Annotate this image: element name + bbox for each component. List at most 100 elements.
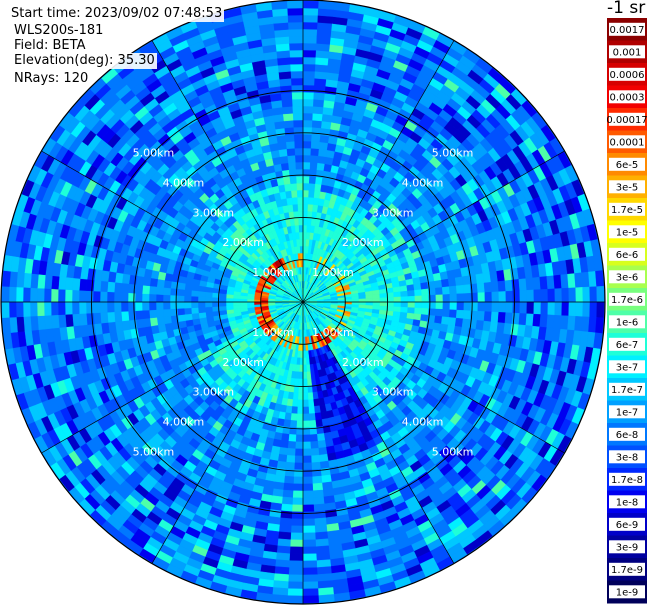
ppi-gate-cell bbox=[407, 301, 416, 309]
ppi-gate-cell bbox=[447, 277, 457, 287]
ppi-gate-cell bbox=[107, 311, 116, 323]
ppi-gate-cell bbox=[307, 196, 315, 205]
ppi-gate-cell bbox=[315, 545, 330, 554]
ppi-gate-cell bbox=[456, 293, 465, 303]
ppi-gate-cell bbox=[1, 285, 10, 303]
ppi-gate-cell bbox=[302, 14, 319, 23]
ppi-gate-cell bbox=[372, 301, 381, 307]
ppi-gate-cell bbox=[93, 312, 102, 325]
ppi-gate-cell bbox=[288, 560, 304, 569]
ppi-gate-cell bbox=[65, 313, 74, 328]
ppi-gate-cell bbox=[225, 297, 234, 303]
ppi-gate-cell bbox=[197, 306, 206, 314]
ppi-gate-cell bbox=[456, 301, 465, 311]
ppi-gate-cell bbox=[289, 546, 304, 555]
ppi-gate-cell bbox=[421, 288, 430, 297]
ppi-gate-cell bbox=[449, 293, 458, 303]
ppi-gate-cell bbox=[358, 295, 367, 300]
ppi-gate-cell bbox=[400, 301, 409, 308]
ppi-gate-cell bbox=[421, 307, 430, 316]
ppi-gate-cell bbox=[9, 316, 18, 333]
ppi-gate-cell bbox=[58, 314, 67, 328]
ppi-gate-cell bbox=[475, 273, 485, 284]
ppi-gate-cell bbox=[316, 566, 332, 575]
ppi-gate-cell bbox=[309, 434, 318, 443]
ppi-gate-cell bbox=[491, 291, 500, 303]
ppi-gate-cell bbox=[302, 595, 320, 604]
ppi-gate-cell bbox=[461, 275, 471, 286]
ppi-gate-cell bbox=[178, 320, 187, 329]
ppi-gate-cell bbox=[302, 581, 319, 590]
ppi-gate-cell bbox=[315, 50, 330, 59]
ppi-gate-cell bbox=[163, 315, 172, 325]
ppi-disc bbox=[1, 0, 605, 604]
ppi-gate-cell bbox=[462, 284, 472, 294]
ppi-gate-cell bbox=[307, 392, 314, 401]
ppi-gate-cell bbox=[99, 291, 108, 303]
ppi-gate-cell bbox=[498, 301, 507, 313]
ppi-gate-cell bbox=[239, 301, 248, 306]
ppi-gate-cell bbox=[574, 272, 583, 288]
ppi-gate-cell bbox=[302, 49, 317, 58]
ppi-gate-cell bbox=[204, 306, 213, 313]
ppi-gate-cell bbox=[57, 288, 66, 303]
ppi-gate-cell bbox=[190, 295, 199, 303]
ppi-gate-cell bbox=[296, 420, 304, 429]
ppi-gate-cell bbox=[120, 292, 129, 303]
ppi-gate-cell bbox=[302, 455, 312, 464]
ppi-gate-cell bbox=[225, 305, 234, 311]
ppi-gate-cell bbox=[310, 440, 319, 450]
ppi-gate-cell bbox=[317, 8, 334, 17]
ppi-gate-cell bbox=[306, 378, 313, 387]
ppi-gate-cell bbox=[23, 316, 32, 332]
ppi-gate-cell bbox=[310, 447, 320, 457]
ppi-gate-cell bbox=[319, 460, 330, 470]
ppi-gate-cell bbox=[113, 301, 122, 313]
ppi-gate-cell bbox=[15, 301, 24, 318]
ppi-gate-cell bbox=[512, 290, 521, 303]
ppi-gate-cell bbox=[546, 275, 555, 290]
ppi-gate-cell bbox=[294, 455, 304, 464]
ppi-gate-cell bbox=[191, 312, 200, 320]
ppi-gate-cell bbox=[319, 134, 330, 144]
ppi-gate-cell bbox=[289, 553, 304, 562]
ppi-gate-cell bbox=[277, 538, 291, 547]
ppi-gate-cell bbox=[406, 284, 415, 292]
ppi-gate-cell bbox=[315, 43, 331, 52]
ppi-gate-cell bbox=[79, 278, 88, 291]
ppi-gate-cell bbox=[449, 301, 458, 311]
ppi-gate-cell bbox=[302, 133, 313, 142]
ppi-gate-cell bbox=[400, 290, 409, 298]
ppi-gate-cell bbox=[316, 433, 326, 442]
ppi-gate-cell bbox=[441, 316, 450, 326]
ppi-gate-cell bbox=[434, 279, 443, 289]
ppi-gate-cell bbox=[567, 315, 576, 331]
ppi-gate-cell bbox=[287, 588, 304, 597]
ppi-gate-cell bbox=[307, 399, 315, 408]
ppi-gate-cell bbox=[575, 287, 584, 303]
ppi-gate-cell bbox=[302, 497, 314, 506]
ppi-gate-cell bbox=[37, 315, 46, 331]
ppi-gate-cell bbox=[156, 316, 165, 326]
ppi-gate-cell bbox=[540, 301, 549, 316]
ppi-gate-cell bbox=[292, 490, 304, 499]
ppi-gate-cell bbox=[302, 119, 313, 128]
ppi-gate-cell bbox=[93, 279, 102, 292]
ppi-gate-cell bbox=[302, 483, 314, 492]
ppi-gate-cell bbox=[435, 308, 444, 317]
ppi-gate-cell bbox=[286, 595, 304, 604]
ppi-gate-cell bbox=[317, 22, 333, 31]
ppi-gate-cell bbox=[198, 311, 207, 319]
ppi-gate-cell bbox=[184, 313, 193, 321]
ppi-gate-cell bbox=[463, 292, 472, 303]
ppi-gate-cell bbox=[278, 446, 288, 456]
ppi-gate-cell bbox=[297, 392, 304, 401]
ppi-gate-cell bbox=[134, 292, 143, 303]
ppi-gate-cell bbox=[435, 301, 444, 310]
ppi-gate-cell bbox=[314, 64, 329, 73]
ppi-gate-cell bbox=[276, 545, 291, 554]
ppi-gate-cell bbox=[407, 290, 416, 297]
ppi-gate-cell bbox=[575, 301, 584, 317]
ppi-gate-cell bbox=[302, 140, 312, 149]
ppi-gate-cell bbox=[290, 525, 304, 534]
